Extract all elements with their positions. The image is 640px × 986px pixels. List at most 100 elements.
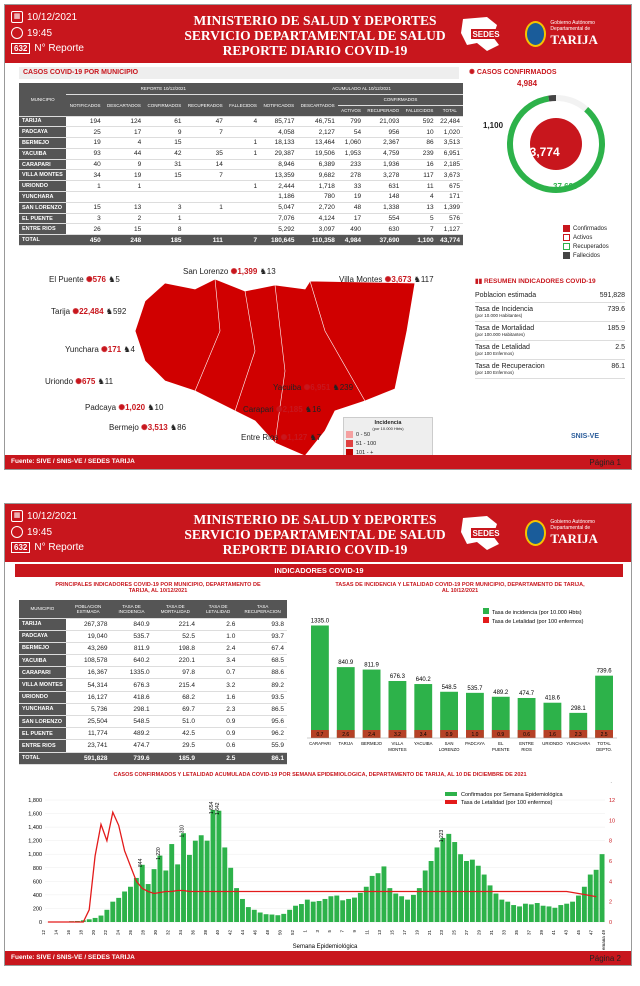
- table-cell: 2.4: [197, 642, 239, 656]
- weekly-bar: [198, 835, 204, 922]
- lethality-bar: [491, 730, 510, 738]
- x-tick-label: 33: [501, 930, 506, 936]
- category-label: EL: [498, 741, 504, 746]
- table-cell: 2: [103, 213, 145, 225]
- col-header: DESCARTADOS: [103, 94, 145, 117]
- map-label-name: San Lorenzo: [183, 267, 229, 276]
- map-label-cases-value: 576: [92, 275, 106, 284]
- map-legend-swatch: [346, 449, 353, 456]
- weekly-bar: [86, 919, 92, 922]
- y2-tick-label: 10: [609, 818, 615, 824]
- map-label: Padcaya ✺1,020 ♞10: [85, 403, 163, 412]
- time-row: 19:45: [11, 27, 52, 39]
- table-cell: 676.3: [110, 678, 153, 692]
- table-cell: 86: [402, 137, 437, 149]
- section-confirmed-title: CASOS CONFIRMADOS: [476, 69, 557, 76]
- map-label-deaths-value: 10: [154, 403, 164, 412]
- table-row: ENTRE RIOS 26 15 8 5,292 3,097 490 630 7 1,127: [19, 223, 463, 236]
- weekly-bar: [98, 915, 104, 922]
- map-label-deaths-value: 592: [112, 307, 127, 316]
- table-row: YACUIBA 108,578 640.2 220.1 3.4 68.5: [19, 654, 287, 668]
- weekly-bar: [558, 905, 564, 922]
- table-cell: 46,751: [297, 116, 338, 128]
- map-label-cases-value: 1,020: [125, 403, 146, 412]
- section-cases-header: CASOS COVID-19 POR MUNICIPIO: [19, 67, 459, 79]
- table-row: URIONDO 16,127 418.6 68.2 1.6 93.5: [19, 691, 287, 704]
- category-label: YACUIBA: [414, 741, 433, 746]
- map-label-deaths-value: 4: [130, 345, 135, 354]
- table-cell: 2,367: [364, 137, 403, 149]
- table-cell: 1: [225, 137, 261, 149]
- map-label-name: Carapari: [243, 405, 274, 414]
- table-cell: 43,774: [436, 234, 463, 247]
- table-cell: 29,387: [260, 148, 298, 160]
- table-cell: 1,936: [364, 159, 403, 171]
- gov-text: Gobierno Autónomo Departamental de: [550, 519, 595, 531]
- weekly-bar: [546, 906, 552, 922]
- seal-icon: [525, 21, 547, 47]
- table-cell: 418.6: [110, 691, 153, 704]
- table-cell: 19: [66, 137, 104, 149]
- weekly-bar: [281, 913, 287, 922]
- incidence-bar: [388, 680, 407, 738]
- y-tick-label: 1,200: [28, 839, 42, 845]
- table-cell: 5,736: [65, 703, 111, 717]
- table-cell: 21,093: [364, 116, 403, 128]
- table-cell: 35: [184, 148, 226, 160]
- table-cell: 52.5: [152, 630, 198, 643]
- bar-value-label: 1,654: [209, 801, 215, 814]
- table-cell: 2,720: [297, 202, 338, 214]
- legend-item: Confirmados: [563, 225, 609, 232]
- weekly-bar: [263, 914, 269, 922]
- table-cell: 97.8: [152, 666, 198, 680]
- y2-tick-label: 8: [609, 839, 612, 845]
- table-cell: 47: [184, 116, 226, 128]
- table-cell: 1.0: [197, 630, 239, 643]
- table-cell: 631: [364, 180, 403, 193]
- clock-icon: [11, 526, 23, 538]
- weekly-bar: [581, 886, 587, 922]
- lethality-bar: [543, 730, 562, 738]
- weekly-bar: [357, 892, 363, 922]
- y2-tick-label: 6: [609, 859, 612, 865]
- weekly-bar: [204, 840, 210, 922]
- report-time: 19:45: [27, 27, 53, 39]
- map-label: Yacuiba ✺6,951 ♞239: [273, 383, 353, 392]
- gov-text: Gobierno Autónomo Departamental de: [550, 20, 595, 32]
- legend-swatch: [483, 617, 489, 623]
- indicators-table-title: PRINCIPALES INDICADORES COVID-19 POR MUN…: [55, 582, 261, 594]
- table-cell: 3,673: [436, 169, 463, 182]
- map-label-cases-value: 171: [107, 345, 122, 354]
- col-header: RECUPERADOS: [184, 94, 226, 117]
- table-cell: 93.8: [238, 618, 287, 631]
- y-tick-label: 1,400: [28, 825, 42, 831]
- map-legend-item: 0 - 50: [346, 431, 430, 438]
- map-label-cases: ✺1,020: [118, 403, 146, 412]
- table-cell: 780: [297, 191, 338, 203]
- incidence-bar: [466, 692, 484, 738]
- table-row: TOTAL 450 248 185 111 7 180,645 110,358 4,984 37,…: [19, 234, 463, 247]
- table-cell: 9: [103, 159, 145, 171]
- weekly-bar: [210, 809, 216, 922]
- weekly-bar: [405, 899, 410, 922]
- donut-active-label: 4,984: [517, 79, 538, 88]
- weekly-bar: [104, 909, 110, 922]
- map-label-deaths: ♞7: [309, 433, 322, 442]
- indicator-sub: (por 100.000 Habitantes): [475, 332, 525, 337]
- title-line-2: SERVICIO DEPARTAMENTAL DE SALUD: [184, 28, 446, 43]
- report-number: 632: [11, 542, 31, 553]
- map-label-name: Yacuiba: [273, 383, 302, 392]
- table-cell: 19,506: [297, 148, 338, 160]
- indicator-row: Tasa de Incidencia (por 10.000 Habitantes…: [475, 303, 625, 322]
- lethality-label: 3.4: [420, 732, 427, 738]
- lethality-label: 2.5: [601, 732, 608, 738]
- map-label-name: Padcaya: [85, 403, 117, 412]
- map-shape: [134, 278, 415, 457]
- table-cell: [184, 191, 226, 203]
- table-cell: 44: [103, 148, 145, 160]
- table-cell: 0.7: [197, 666, 239, 680]
- map-label: Uriondo ✺675 ♞11: [45, 377, 113, 386]
- table-cell: 48: [337, 202, 365, 214]
- table-cell: 278: [337, 169, 365, 182]
- table-cell: VILLA MONTES: [19, 678, 66, 692]
